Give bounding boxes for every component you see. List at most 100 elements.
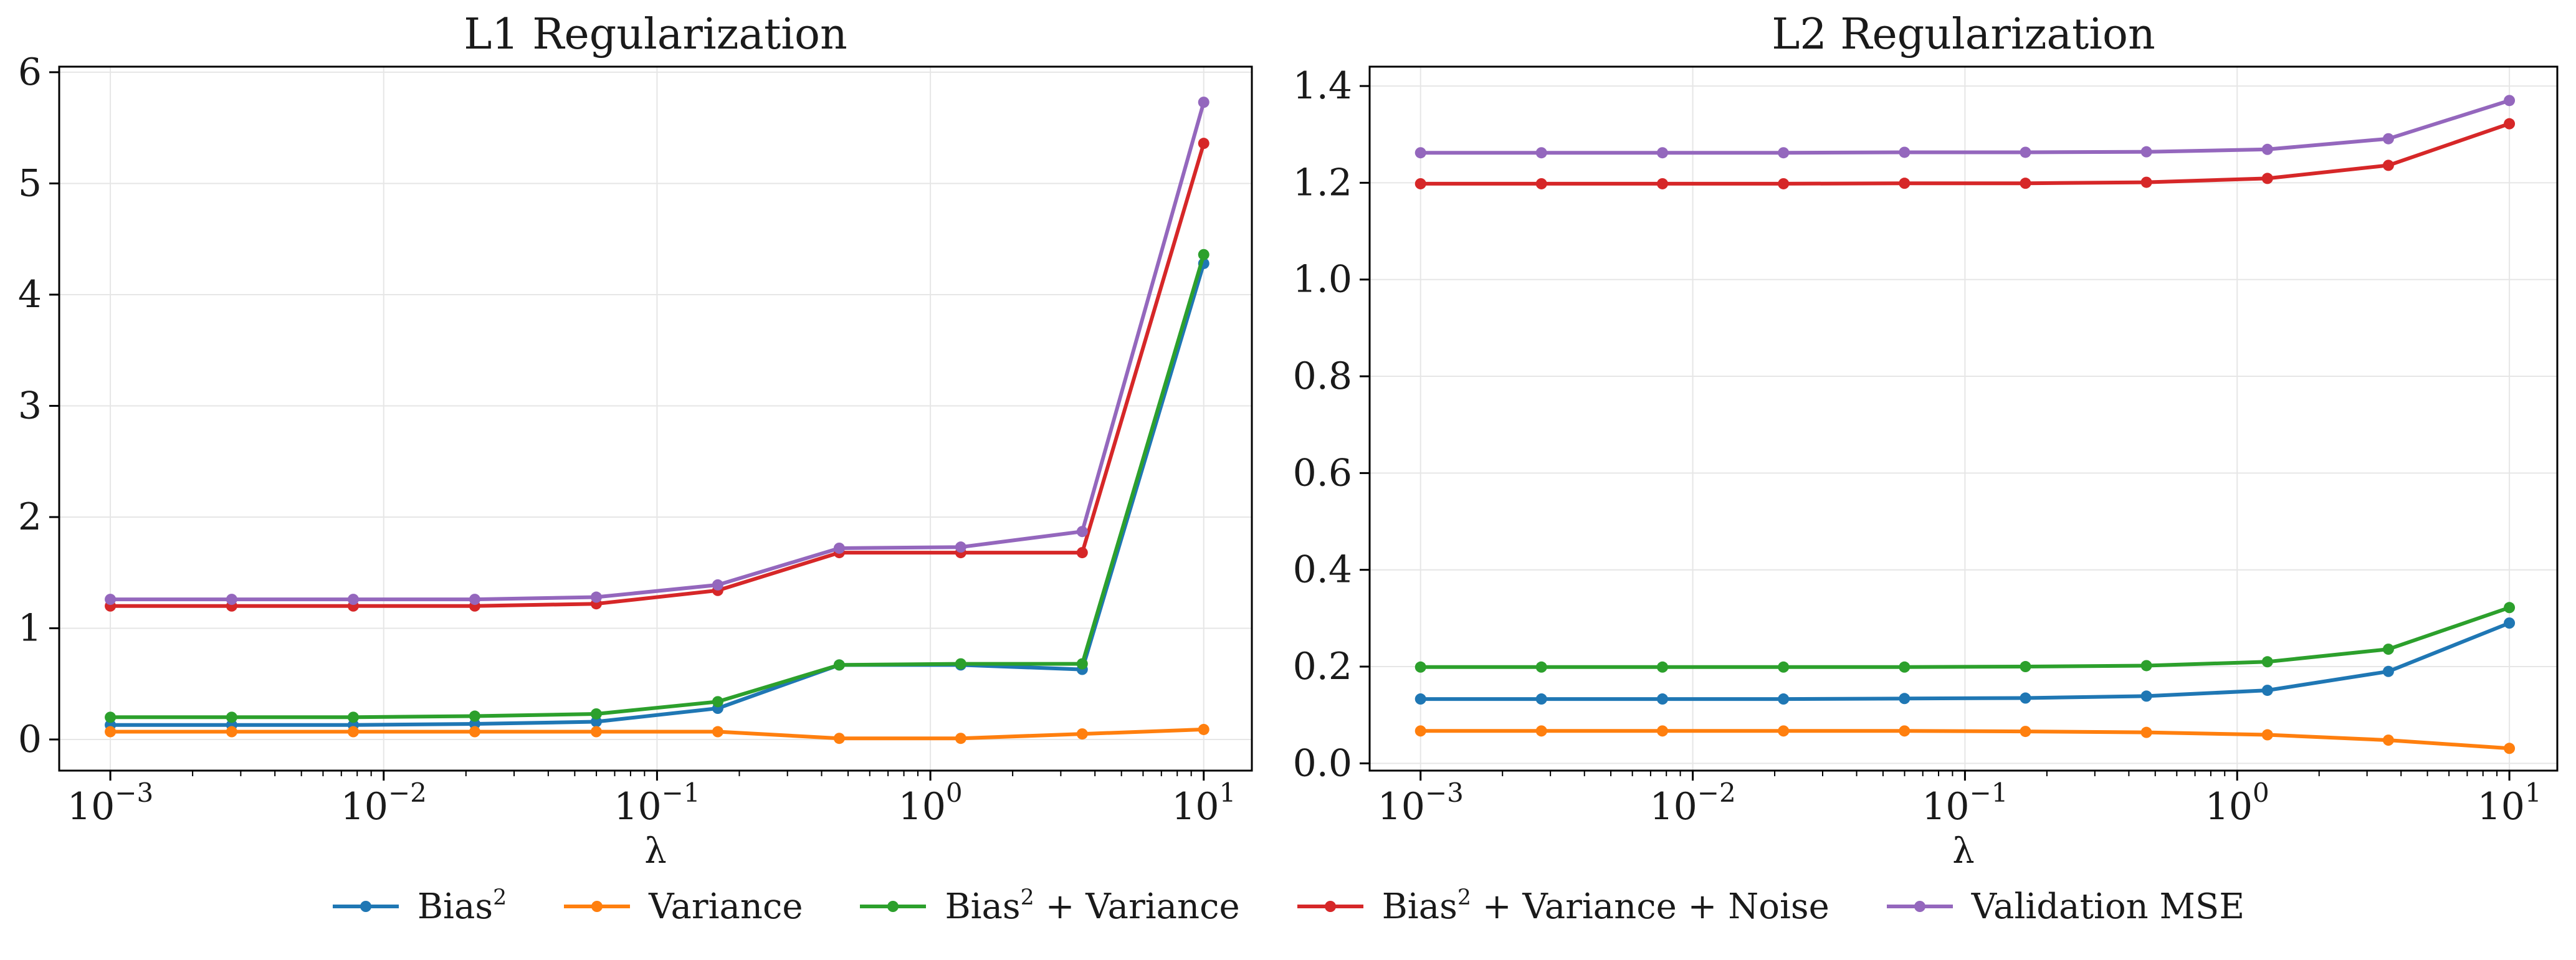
data-point-validation-mse [1778, 147, 1790, 159]
data-point-bias-squared-variance [833, 659, 845, 671]
x-tick-label: 10−2 [1649, 777, 1735, 829]
data-point-bias-squared-variance-noise [1414, 178, 1426, 189]
legend-item-variance: Variance [563, 886, 803, 927]
data-point-validation-mse [1656, 147, 1668, 159]
data-point-bias-squared-variance [105, 711, 117, 723]
series-line-validation-mse [1418, 98, 2512, 155]
data-point-validation-mse [2140, 146, 2152, 158]
data-point-validation-mse [2504, 95, 2516, 107]
data-point-validation-mse [590, 591, 602, 603]
data-point-variance [347, 726, 359, 738]
data-point-bias-squared-variance [1414, 661, 1426, 673]
data-point-variance [712, 726, 723, 738]
legend-swatch-variance [564, 901, 631, 912]
legend-item-bias-variance-noise: Bias2 + Variance + Noise [1296, 885, 1829, 927]
y-tick-label: 0.6 [1293, 451, 1352, 495]
data-point-bias-squared-variance [469, 710, 480, 722]
series-line-bias-squared-variance-noise [1418, 121, 2512, 186]
data-point-bias-squared [1535, 693, 1547, 705]
data-point-variance [469, 726, 480, 738]
legend-label: Variance [649, 886, 803, 927]
panel-title: L2 Regularization [1772, 10, 2155, 59]
legend-marker [1324, 901, 1336, 912]
data-point-bias-squared-variance-noise [2020, 178, 2031, 189]
data-point-bias-squared [1899, 693, 1911, 705]
data-point-variance [2382, 734, 2394, 746]
data-point-bias-squared-variance-noise [1076, 547, 1088, 559]
data-point-bias-squared-variance [1899, 661, 1911, 673]
x-tick-label: 10−2 [341, 777, 427, 829]
data-point-validation-mse [2261, 143, 2273, 155]
data-point-bias-squared-variance-noise [1535, 178, 1547, 189]
data-point-validation-mse [105, 594, 117, 606]
data-point-bias-squared [2504, 617, 2516, 629]
series-line-validation-mse [108, 100, 1206, 602]
data-point-variance [2140, 726, 2152, 738]
data-point-bias-squared-variance [1656, 661, 1668, 673]
data-point-variance [833, 733, 845, 744]
data-point-validation-mse [955, 541, 966, 553]
data-point-bias-squared-variance [1778, 661, 1790, 673]
l2-regularization-panel: 10−3 10−2 10−1 100 101 0.0 0.2 0.4 0.6 0.8 1.0 1.2 1… [1293, 10, 2559, 872]
x-axis-label: λ [644, 831, 667, 872]
legend-item-bias-squared: Bias2 [332, 885, 507, 927]
y-tick-label: 1.0 [1293, 258, 1352, 302]
data-point-bias-squared-variance [226, 711, 237, 723]
y-tick-label: 4 [18, 273, 42, 316]
x-axis-label: λ [1952, 831, 1975, 872]
data-point-bias-squared [469, 718, 480, 730]
data-point-bias-squared-variance [1198, 249, 1209, 260]
data-point-variance [1778, 725, 1790, 737]
series-line-bias-squared-variance [108, 252, 1206, 720]
legend-item-bias-squared-plus-variance: Bias2 + Variance [859, 885, 1240, 927]
data-point-bias-squared-variance-noise [2382, 159, 2394, 171]
legend-marker [1914, 901, 1925, 912]
legend: Bias2 Variance Bias2 + Variance Bias2 + … [0, 878, 2576, 934]
data-point-bias-squared-variance [347, 711, 359, 723]
data-point-bias-squared-variance [2504, 602, 2516, 614]
data-point-bias-squared-variance [1076, 658, 1088, 670]
y-tick-label: 0.0 [1293, 741, 1352, 785]
legend-item-validation-mse: Validation MSE [1886, 886, 2244, 927]
data-point-bias-squared-variance [2382, 644, 2394, 655]
x-tick-label: 10−3 [1378, 777, 1464, 829]
data-point-bias-squared [2020, 692, 2031, 704]
x-tick-label: 10−1 [1922, 777, 2008, 829]
data-point-bias-squared [1656, 693, 1668, 705]
x-tick-label: 100 [2205, 777, 2269, 829]
data-point-bias-squared-variance-noise [1198, 138, 1209, 150]
y-tick-label: 3 [18, 384, 42, 427]
legend-marker [360, 901, 371, 912]
legend-label: Bias2 + Variance [945, 885, 1240, 927]
y-tick-label: 0.2 [1293, 645, 1352, 688]
series-line-bias-squared-variance-noise [108, 141, 1206, 608]
data-point-bias-squared [590, 716, 602, 728]
data-point-validation-mse [2382, 133, 2394, 145]
series-line-bias-squared [108, 262, 1206, 727]
y-tick-label: 1 [18, 607, 42, 650]
data-point-variance [1899, 725, 1911, 737]
data-point-bias-squared-variance-noise [1778, 178, 1790, 189]
panel-title: L1 Regularization [464, 10, 847, 59]
series-line-variance [108, 727, 1206, 741]
series-line-variance [1418, 729, 2512, 751]
data-point-bias-squared [1414, 693, 1426, 705]
data-point-bias-squared-variance-noise [1899, 178, 1911, 189]
legend-marker [887, 901, 899, 912]
y-tick-label: 2 [18, 495, 42, 539]
data-point-bias-squared-variance [590, 708, 602, 720]
data-point-bias-squared [2261, 685, 2273, 696]
legend-label: Bias2 + Variance + Noise [1381, 885, 1829, 927]
data-point-bias-squared-variance-noise [2504, 118, 2516, 130]
legend-swatch-bias-squared [332, 901, 399, 912]
data-point-variance [226, 726, 237, 738]
y-tick-label: 6 [18, 50, 42, 94]
data-point-variance [1198, 723, 1209, 735]
data-point-validation-mse [1414, 147, 1426, 159]
y-tick-label: 1.2 [1293, 161, 1352, 204]
x-tick-label: 101 [1171, 777, 1236, 829]
legend-label: Bias2 [417, 885, 507, 927]
data-point-validation-mse [347, 594, 359, 606]
